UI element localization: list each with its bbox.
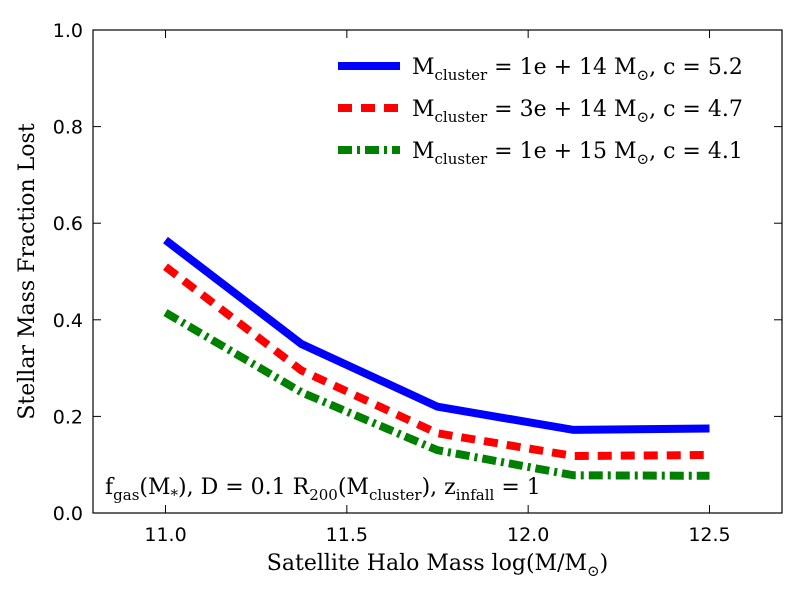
x-axis-label: Satellite Halo Mass log(M/M⊙) xyxy=(267,551,608,580)
y-tick-label: 0.4 xyxy=(53,310,83,332)
y-tick-label: 1.0 xyxy=(53,20,83,42)
y-axis-label: Stellar Mass Fraction Lost xyxy=(15,123,40,419)
legend-label-2: Mcluster = 3e + 14 M⊙, c = 4.7 xyxy=(412,97,743,126)
annotation-text: fgas(M*), D = 0.1 R200(Mcluster), zinfal… xyxy=(105,475,541,504)
x-tick-label: 11.0 xyxy=(144,524,186,546)
y-tick-label: 0.2 xyxy=(53,406,83,428)
series-line-3 xyxy=(163,309,710,480)
y-tick-label: 0.6 xyxy=(53,213,83,235)
legend: Mcluster = 1e + 14 M⊙, c = 5.2 Mcluster =… xyxy=(338,55,743,168)
x-tick-label: 11.5 xyxy=(326,524,368,546)
y-tick-label: 0.0 xyxy=(53,503,83,525)
y-tick-label: 0.8 xyxy=(53,117,83,139)
legend-label-3: Mcluster = 1e + 15 M⊙, c = 4.1 xyxy=(412,139,743,168)
annotation: fgas(M*), D = 0.1 R200(Mcluster), zinfal… xyxy=(105,475,541,504)
x-tick-label: 12.0 xyxy=(507,524,549,546)
axes: 11.0 11.5 12.0 12.5 0.0 0.2 0.4 0.6 0.8 1.0 Satell… xyxy=(15,20,783,580)
series-line-1 xyxy=(163,236,710,434)
plot-frame xyxy=(92,29,783,514)
x-tick-label: 12.5 xyxy=(688,524,730,546)
legend-label-1: Mcluster = 1e + 14 M⊙, c = 5.2 xyxy=(412,55,743,84)
plot-area xyxy=(163,236,710,480)
